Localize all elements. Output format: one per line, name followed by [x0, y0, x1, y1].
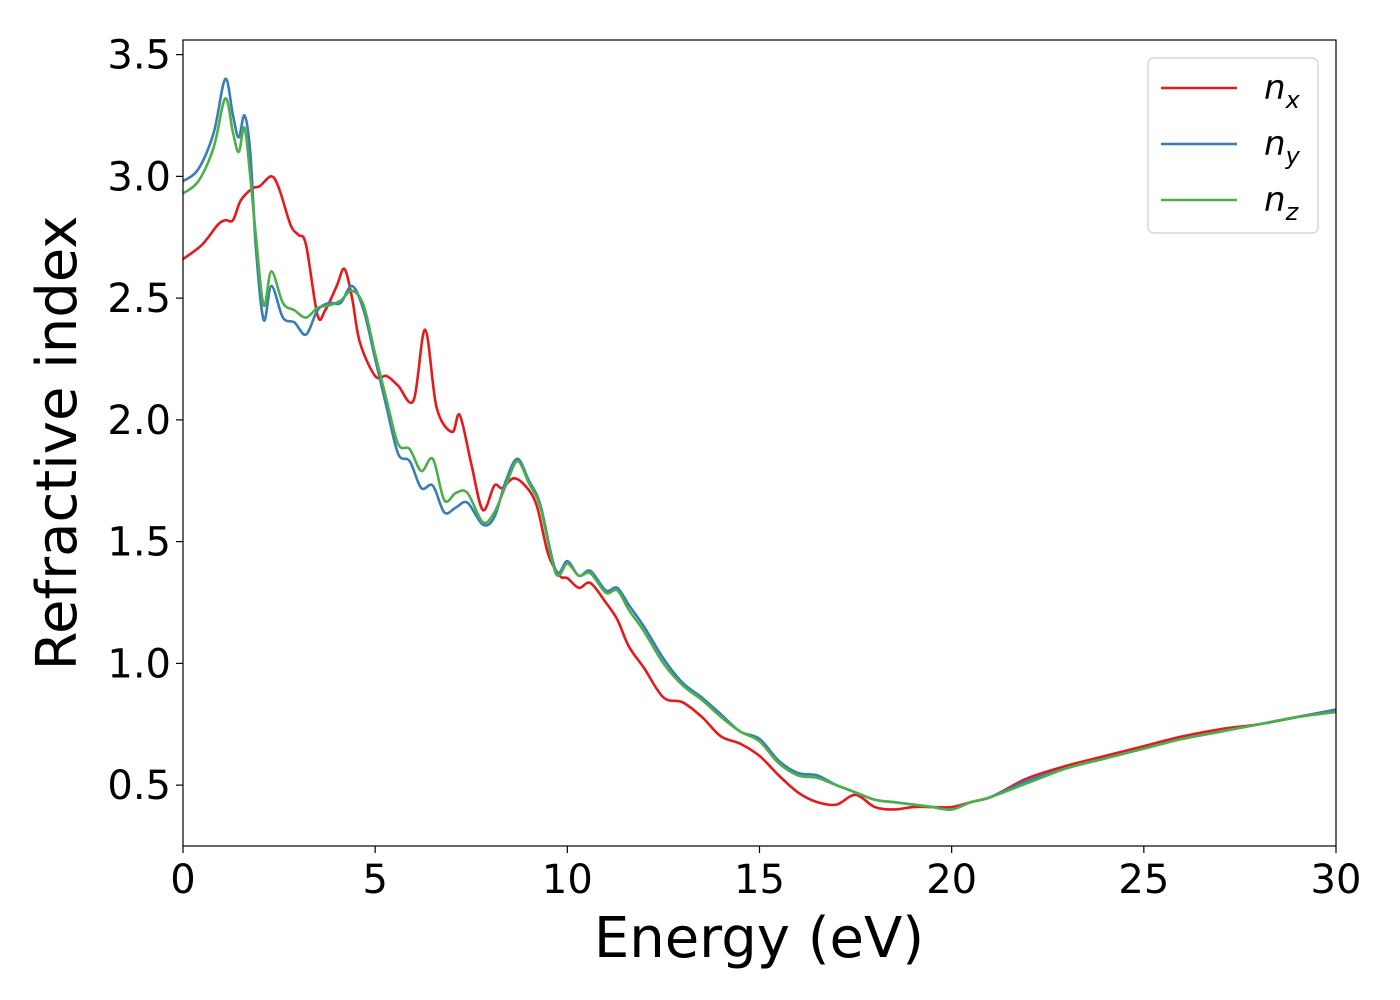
x-tick-label: 30 [1311, 857, 1362, 903]
y-tick-label: 1.0 [107, 641, 171, 687]
y-tick-label: 1.5 [107, 520, 171, 566]
x-tick-label: 15 [734, 857, 785, 903]
x-axis-label: Energy (eV) [594, 906, 924, 971]
x-tick-label: 10 [542, 857, 593, 903]
y-axis-label: Refractive index [25, 216, 90, 671]
legend: nx ny nz [1147, 57, 1319, 234]
y-tick-label: 0.5 [107, 763, 171, 809]
series-line-z [183, 97, 1336, 811]
legend-frame [1147, 57, 1319, 234]
x-tick-label: 20 [926, 857, 977, 903]
x-tick-label: 25 [1118, 857, 1169, 903]
legend-label-x: nx [1264, 68, 1301, 114]
y-tick-label: 2.0 [107, 398, 171, 444]
series-layer [183, 77, 1336, 811]
y-tick-label: 3.0 [107, 154, 171, 200]
plot-area [183, 40, 1336, 846]
legend-label-z: nz [1264, 180, 1300, 226]
y-tick-label: 3.5 [107, 33, 171, 79]
x-tick-label: 5 [362, 857, 387, 903]
x-tick-label: 0 [170, 857, 195, 903]
x-axis-ticks: 0 5 10 15 20 25 30 [170, 846, 1361, 903]
y-tick-label: 2.5 [107, 276, 171, 322]
legend-label-y: ny [1264, 124, 1301, 170]
y-axis-ticks: 0.5 1.0 1.5 2.0 2.5 3.0 3.5 [107, 33, 183, 809]
